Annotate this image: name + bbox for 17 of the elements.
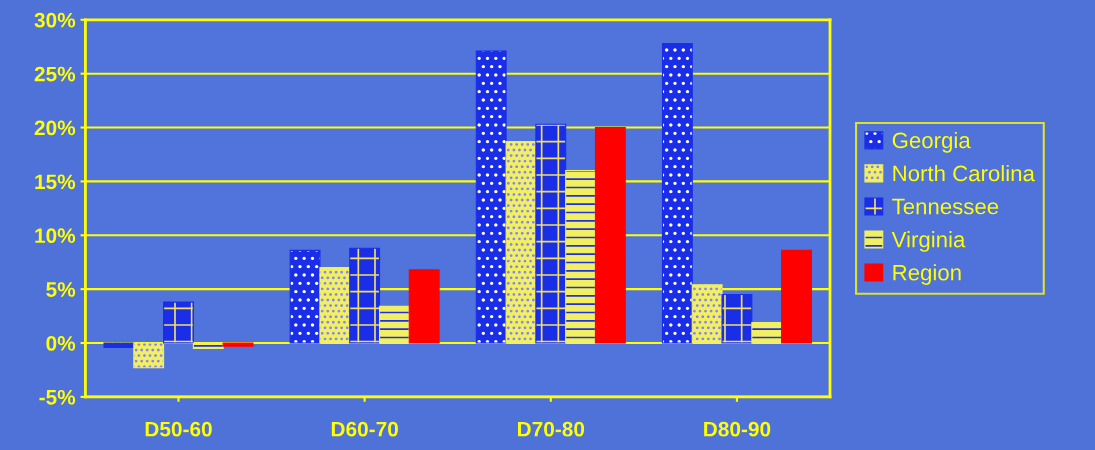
legend-label: Region — [893, 264, 961, 285]
legend-label: Georgia — [892, 131, 971, 153]
y-tick-label: 25% — [34, 66, 76, 82]
y-tick-label: 15% — [35, 174, 76, 190]
y-tick-label: 5% — [46, 282, 76, 297]
y-tick-label: -5% — [39, 389, 76, 405]
x-tick-label: D60-70 — [331, 421, 398, 437]
x-tick-label: D50-60 — [145, 421, 212, 437]
legend-label: Tennessee — [892, 198, 999, 215]
y-tick-label: 0% — [46, 336, 76, 351]
x-tick-label: D80-90 — [704, 421, 771, 437]
legend-label: North Carolina — [893, 165, 1035, 182]
x-tick-label: D70-80 — [518, 421, 585, 437]
y-tick-label: 20% — [34, 120, 76, 136]
y-tick-label: 10% — [35, 228, 76, 244]
y-tick-label: 30% — [34, 12, 76, 28]
legend-label: Virginia — [891, 231, 966, 252]
